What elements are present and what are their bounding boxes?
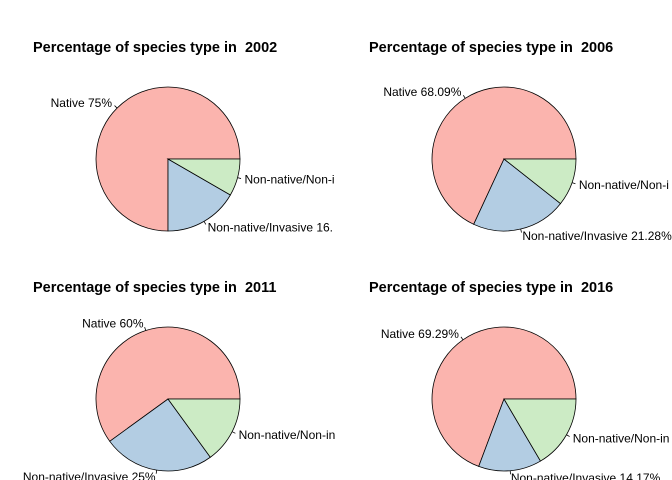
label-tick — [566, 434, 570, 437]
pie-panel-2006: Percentage of species type in 2006 Nativ… — [336, 0, 672, 240]
slice-label-invasive: Non-native/Invasive 14.17% — [511, 471, 661, 480]
label-tick — [144, 326, 147, 331]
label-tick — [114, 105, 118, 109]
chart-title: Percentage of species type in 2002 — [33, 40, 278, 56]
slice-label-native: Native 68.09% — [383, 85, 461, 99]
slice-label-non-invasive: Non-native/Non-in — [573, 431, 670, 445]
chart-title: Percentage of species type in 2006 — [369, 40, 614, 56]
pie-slice-non-invasive — [503, 398, 577, 462]
pie-slice-invasive — [167, 158, 231, 232]
slice-label-invasive: Non-native/Invasive 21.28% — [522, 229, 672, 240]
chart-title: Percentage of species type in 2016 — [369, 280, 614, 296]
label-tick — [460, 336, 464, 341]
pie-slice-native — [431, 86, 577, 225]
slice-label-non-invasive: Non-native/Non-i — [579, 178, 669, 192]
label-tick — [462, 95, 466, 99]
label-tick — [571, 182, 576, 185]
pie-chart: Native 60% Non-native/Invasive 25% Non-nat… — [23, 317, 336, 480]
label-tick — [155, 470, 158, 474]
pie-slice-non-invasive — [502, 158, 577, 205]
pie-panel-2016: Percentage of species type in 2016 Nativ… — [336, 240, 672, 480]
slice-label-invasive: Non-native/Invasive 16. — [208, 221, 333, 235]
slice-label-invasive: Non-native/Invasive 25% — [23, 470, 156, 480]
slice-label-non-invasive: Non-native/Non-in — [239, 428, 336, 442]
slice-label-native: Native 60% — [82, 317, 144, 331]
label-tick — [237, 177, 242, 179]
pie-slice-invasive — [473, 158, 562, 232]
label-tick — [231, 431, 236, 434]
pie-panel-2002: Percentage of species type in 2002 Nativ… — [0, 0, 336, 240]
pie-slice-non-invasive — [166, 158, 241, 196]
pie-chart: Native 69.29% Non-native/Invasive 14.17% N… — [381, 326, 670, 480]
pie-slice-native — [95, 326, 241, 442]
slice-label-native: Native 75% — [51, 96, 113, 110]
pie-chart: Native 68.09% Non-native/Invasive 21.28% N… — [383, 85, 672, 240]
pie-chart: Native 75% Non-native/Invasive 16. Non-nat… — [51, 86, 335, 235]
chart-title: Percentage of species type in 2011 — [33, 280, 277, 296]
label-tick — [520, 228, 522, 233]
slice-label-non-invasive: Non-native/Non-i — [245, 172, 335, 186]
pie-panel-2011: Percentage of species type in 2011 Nativ… — [0, 240, 336, 480]
label-tick — [203, 221, 207, 225]
pie-slice-native — [431, 326, 577, 467]
slice-label-native: Native 69.29% — [381, 327, 459, 341]
